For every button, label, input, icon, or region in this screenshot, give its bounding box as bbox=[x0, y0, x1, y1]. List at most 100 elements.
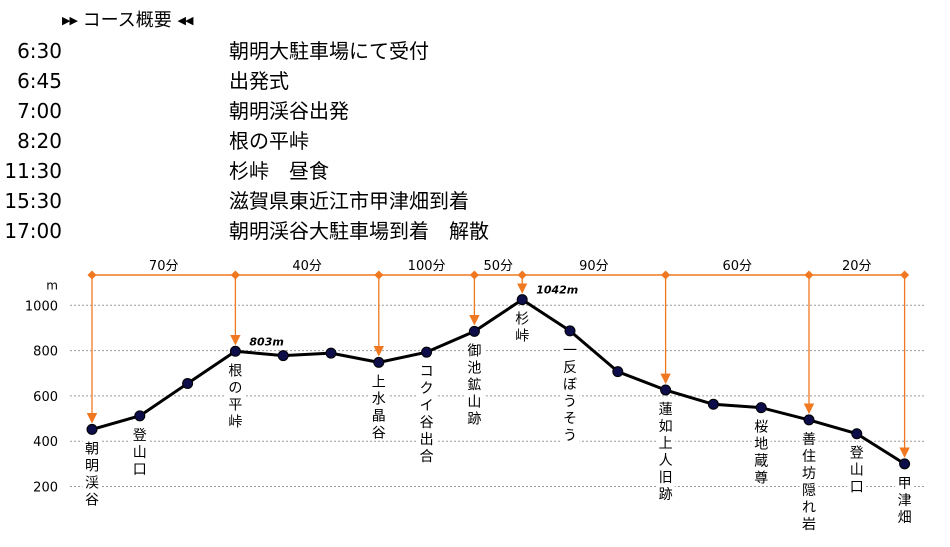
place-label: 朝明渓谷 bbox=[85, 441, 99, 508]
place-label-char: コ bbox=[420, 364, 434, 380]
schedule-event: 出発式 bbox=[229, 69, 289, 93]
schedule-event: 滋賀県東近江市甲津畑到着 bbox=[229, 189, 469, 213]
waypoint-marker bbox=[755, 402, 767, 414]
place-label-char: ぼ bbox=[563, 377, 577, 393]
place-label-bg bbox=[799, 429, 819, 532]
waypoint-marker bbox=[851, 428, 863, 440]
place-label-char: 桜 bbox=[754, 420, 768, 436]
y-tick-label: 400 bbox=[33, 435, 58, 450]
place-label: 上水晶谷 bbox=[372, 374, 386, 441]
place-label-char: 口 bbox=[133, 462, 147, 478]
segment-time-label: 70分 bbox=[149, 259, 179, 274]
place-label-bg bbox=[225, 361, 245, 430]
place-label-char: 上 bbox=[659, 436, 673, 452]
y-tick-label: 600 bbox=[33, 390, 58, 405]
elevation-annotation: 1042m bbox=[536, 284, 578, 297]
place-label-char: 旧 bbox=[659, 470, 673, 486]
place-label-char: 合 bbox=[420, 449, 434, 465]
place-label-char: 隠 bbox=[802, 483, 816, 499]
time-bar-marker bbox=[661, 270, 671, 280]
place-label-char: 善 bbox=[802, 432, 816, 448]
place-label-char: 谷 bbox=[372, 425, 386, 441]
place-label-char: イ bbox=[420, 398, 434, 414]
schedule-event: 杉峠 昼食 bbox=[229, 159, 329, 183]
schedule-event: 朝明渓谷大駐車場到着 解散 bbox=[229, 219, 489, 243]
waypoint-marker bbox=[468, 325, 480, 337]
place-label-char: 蔵 bbox=[754, 454, 768, 470]
schedule-time: 17:00 bbox=[4, 219, 62, 243]
place-label-char: 水 bbox=[372, 391, 386, 407]
segment-time-label: 60分 bbox=[723, 259, 753, 274]
place-label-char: う bbox=[563, 428, 577, 444]
place-label-bg bbox=[847, 443, 867, 495]
place-label-char: 跡 bbox=[659, 487, 673, 503]
waypoint-marker bbox=[564, 325, 576, 337]
place-label-char: 甲 bbox=[898, 476, 912, 492]
segment-time-label: 90分 bbox=[579, 259, 609, 274]
schedule-time: 15:30 bbox=[4, 189, 62, 213]
schedule-event: 朝明大駐車場にて受付 bbox=[229, 39, 429, 63]
place-label-char: ク bbox=[420, 381, 434, 397]
place-label-char: 山 bbox=[850, 463, 864, 479]
place-label-char: 跡 bbox=[467, 411, 481, 427]
place-label: 蓮如上人旧跡 bbox=[659, 402, 673, 503]
waypoint-marker bbox=[899, 458, 911, 470]
place-label-bg bbox=[417, 362, 437, 465]
place-label-char: 峠 bbox=[515, 329, 529, 345]
place-label: 善住坊隠れ岩 bbox=[802, 432, 816, 533]
place-label-bg bbox=[464, 341, 484, 427]
y-tick-label: 200 bbox=[33, 481, 58, 496]
place-label-char: 根 bbox=[228, 363, 242, 379]
place-label-char: 津 bbox=[898, 493, 912, 509]
elevation-annotation: 803m bbox=[249, 335, 283, 348]
place-label-char: 住 bbox=[802, 449, 816, 465]
place-label-bg bbox=[369, 372, 389, 441]
y-tick-label: 1000 bbox=[25, 299, 58, 314]
place-label-char: 平 bbox=[228, 397, 242, 413]
segment-time-label: 20分 bbox=[842, 259, 872, 274]
place-label-char: 上 bbox=[372, 374, 386, 390]
place-label-char: 口 bbox=[850, 480, 864, 496]
place-label-char: 地 bbox=[754, 437, 768, 453]
place-label-char: 山 bbox=[133, 445, 147, 461]
place-label-char: 登 bbox=[850, 446, 864, 462]
place-label-char: そ bbox=[563, 411, 577, 427]
segment-time-label: 40分 bbox=[292, 259, 322, 274]
waypoint-marker bbox=[373, 356, 385, 368]
place-label-char: 朝 bbox=[85, 441, 99, 457]
schedule-time: 6:45 bbox=[17, 69, 62, 93]
segment-time-label: 100分 bbox=[408, 259, 446, 274]
place-label-char: 山 bbox=[467, 394, 481, 410]
waypoint-marker bbox=[325, 347, 337, 359]
place-label: 登山口 bbox=[133, 428, 147, 478]
place-label-char: 人 bbox=[659, 453, 673, 469]
schedule-time: 11:30 bbox=[4, 159, 62, 183]
place-label-bg bbox=[656, 400, 676, 503]
y-tick-label: 800 bbox=[33, 345, 58, 360]
waypoint-marker bbox=[660, 384, 672, 396]
double-left-triangle-icon: ◀◀ bbox=[177, 14, 194, 27]
place-label-char: 岩 bbox=[802, 517, 816, 533]
schedule-event: 朝明渓谷出発 bbox=[229, 99, 349, 123]
place-label-char: 如 bbox=[659, 419, 673, 435]
place-label-bg bbox=[895, 473, 915, 525]
place-label-char: 渓 bbox=[85, 475, 99, 491]
place-label-bg bbox=[560, 340, 580, 443]
schedule-title: コース概要 bbox=[82, 10, 172, 31]
time-bar-marker bbox=[900, 270, 910, 280]
place-label-bg bbox=[130, 425, 150, 477]
waypoint-marker bbox=[134, 410, 146, 422]
place-label-char: 池 bbox=[467, 360, 481, 376]
waypoint-marker bbox=[229, 345, 241, 357]
place-label-char: 畑 bbox=[898, 510, 912, 526]
place-label: 杉峠 bbox=[515, 312, 529, 345]
place-label: コクイ谷出合 bbox=[420, 364, 434, 465]
place-label-char: 鉱 bbox=[467, 376, 481, 393]
place-label-char: 蓮 bbox=[659, 402, 673, 418]
elevation-line bbox=[91, 298, 906, 466]
schedule-time: 8:20 bbox=[17, 129, 62, 153]
place-label-char: 反 bbox=[563, 360, 577, 376]
place-label-char: 一 bbox=[563, 343, 577, 359]
place-label: 甲津畑 bbox=[898, 476, 912, 526]
waypoint-marker bbox=[803, 414, 815, 426]
